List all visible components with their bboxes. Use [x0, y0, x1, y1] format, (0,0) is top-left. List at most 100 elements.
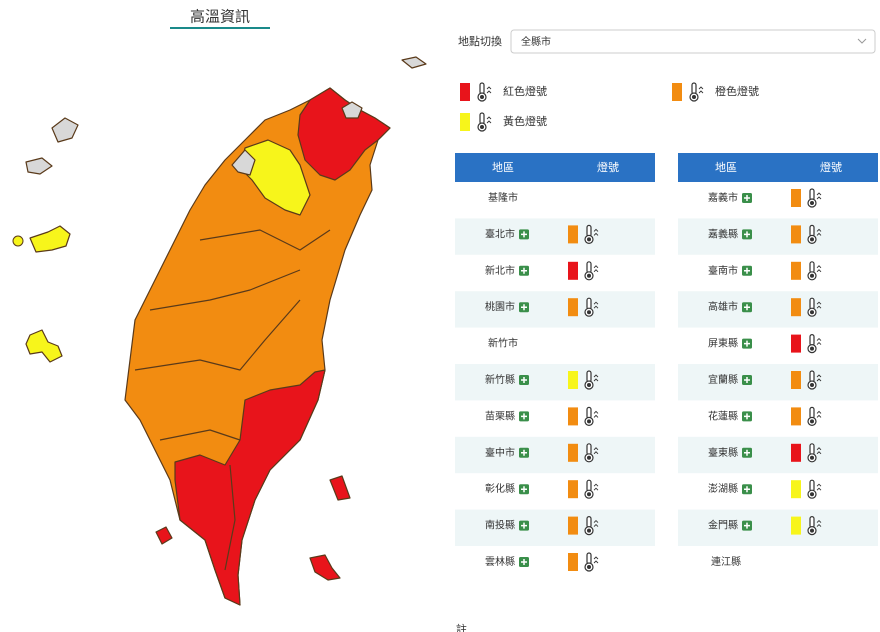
expand-plus[interactable]	[521, 413, 527, 420]
heat-mark	[816, 483, 822, 491]
expand-plus[interactable]	[744, 195, 750, 201]
expand-button[interactable]	[742, 302, 752, 313]
thermometer-icon	[807, 261, 822, 281]
heat-mark	[816, 519, 822, 527]
map-island	[309, 554, 341, 581]
expand-button[interactable]	[519, 520, 529, 531]
column-header: 燈號	[597, 160, 619, 174]
region-name: 南投縣	[485, 519, 515, 532]
thermometer-fill	[810, 528, 814, 533]
expand-plus[interactable]	[744, 267, 750, 274]
select-box[interactable]	[510, 29, 876, 54]
map-island	[29, 225, 71, 253]
thermometer-fill	[810, 237, 814, 242]
expand-plus[interactable]	[521, 231, 527, 238]
expand-plus[interactable]	[521, 486, 527, 493]
thermometer-fill	[587, 528, 591, 533]
expand-plus[interactable]	[744, 340, 750, 347]
map-island	[12, 235, 24, 247]
legend-label: 黃色燈號	[503, 114, 547, 128]
thermometer-icon	[584, 297, 599, 317]
thermometer-fill	[587, 419, 591, 424]
warning-light	[791, 371, 801, 389]
expand-plus[interactable]	[744, 522, 750, 529]
table-row-bg	[455, 291, 655, 328]
expand-plus[interactable]	[744, 413, 750, 420]
expand-button[interactable]	[519, 557, 529, 567]
expand-plus[interactable]	[744, 377, 750, 383]
thermometer-tube	[809, 479, 815, 492]
expand-button[interactable]	[519, 375, 529, 385]
expand-button[interactable]	[519, 302, 529, 313]
thermometer-icon	[807, 297, 822, 317]
warning-light	[568, 371, 578, 389]
expand-button[interactable]	[742, 375, 752, 385]
region-name: 臺中市	[485, 446, 515, 459]
heat-mark	[593, 447, 599, 455]
map-island	[51, 117, 79, 143]
heat-mark	[816, 265, 822, 273]
table-row-bg	[678, 509, 878, 546]
heat-mark	[593, 265, 599, 273]
expand-plus[interactable]	[744, 486, 750, 493]
expand-plus[interactable]	[521, 449, 527, 456]
page-title: 高溫資訊	[190, 8, 250, 26]
expand-plus[interactable]	[521, 267, 527, 274]
select-value[interactable]: 全縣市	[521, 35, 551, 48]
heat-mark	[593, 410, 599, 418]
expand-button[interactable]	[519, 447, 529, 458]
expand-button[interactable]	[742, 484, 752, 495]
thermometer-tube	[809, 334, 815, 347]
warning-light	[791, 298, 801, 317]
legend-label: 橙色燈號	[715, 84, 759, 98]
thermometer-fill	[810, 383, 814, 387]
thermometer-icon	[477, 82, 492, 102]
expand-plus[interactable]	[521, 559, 527, 565]
thermometer-tube	[691, 82, 697, 95]
expand-button[interactable]	[519, 265, 529, 276]
expand-button[interactable]	[519, 229, 529, 240]
column-header: 地區	[715, 161, 737, 174]
expand-button[interactable]	[742, 447, 752, 458]
expand-button[interactable]	[742, 229, 752, 240]
thermometer-fill	[810, 492, 814, 497]
thermometer-fill	[587, 383, 591, 387]
expand-button[interactable]	[742, 411, 752, 422]
heat-mark	[593, 301, 599, 309]
region-name: 臺北市	[485, 227, 515, 240]
thermometer-tube	[809, 370, 815, 383]
expand-plus[interactable]	[521, 522, 527, 529]
note: 註	[456, 623, 467, 632]
heat-mark	[486, 116, 492, 124]
thermometer-fill	[587, 273, 591, 278]
map-island	[25, 157, 53, 175]
heat-mark	[816, 301, 822, 309]
thermometer-fill	[587, 310, 591, 315]
thermometer-icon	[807, 443, 822, 463]
expand-button[interactable]	[519, 411, 529, 422]
thermometer-tube	[479, 82, 485, 95]
heat-mark	[816, 447, 822, 455]
thermometer-tube	[809, 443, 815, 456]
expand-plus[interactable]	[521, 377, 527, 383]
region-name: 桃園市	[485, 300, 515, 313]
expand-button[interactable]	[519, 484, 529, 495]
select-arrow[interactable]	[857, 38, 867, 44]
warning-light	[568, 443, 578, 462]
expand-button[interactable]	[742, 520, 752, 531]
table-row-bg	[455, 364, 655, 401]
expand-plus[interactable]	[521, 304, 527, 311]
expand-button[interactable]	[742, 193, 752, 203]
expand-button[interactable]	[742, 265, 752, 276]
map-border	[134, 229, 331, 571]
thermometer-icon	[807, 334, 822, 354]
warning-light	[791, 189, 801, 207]
table-row-bg	[455, 436, 655, 474]
expand-plus[interactable]	[744, 231, 750, 238]
expand-plus[interactable]	[744, 304, 750, 311]
expand-plus[interactable]	[744, 449, 750, 456]
thermometer-tube	[809, 261, 815, 274]
location-select[interactable]: 全縣市	[510, 29, 876, 54]
expand-button[interactable]	[742, 338, 752, 349]
heat-mark	[486, 86, 492, 94]
